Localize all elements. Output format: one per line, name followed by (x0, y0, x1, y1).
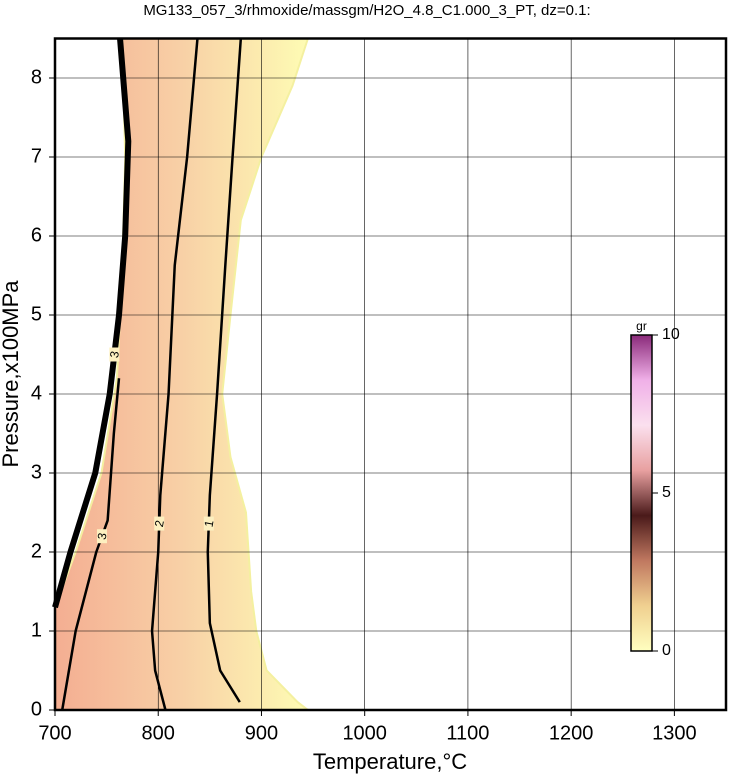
y-tick-label: 5 (31, 303, 42, 325)
y-tick-label: 3 (31, 461, 42, 483)
x-tick-label: 1300 (652, 722, 697, 744)
x-tick-label: 1200 (549, 722, 594, 744)
y-tick-label: 7 (31, 145, 42, 167)
chart-title: MG133_057_3/rhmoxide/massgm/H2O_4.8_C1.0… (143, 2, 590, 19)
filled-region (54, 37, 311, 711)
contour-line (150, 38, 199, 711)
x-tick-label: 700 (38, 722, 71, 744)
y-tick-label: 0 (31, 698, 42, 720)
x-tick-label: 800 (142, 722, 175, 744)
plot-frame (53, 37, 728, 712)
y-axis-label: Pressure,x100MPa (0, 280, 23, 468)
y-tick-label: 6 (31, 224, 42, 246)
x-axis-label: Temperature,°C (313, 749, 467, 774)
colorbar-tick-label: 0 (662, 642, 671, 659)
contour-label-bg (96, 529, 107, 544)
contour-label: 1 (202, 519, 217, 528)
contour-label-bg (154, 516, 165, 531)
colorbar-tick-label: 5 (662, 484, 671, 501)
contour-label-bg (203, 516, 214, 531)
x-tick-label: 1000 (342, 722, 387, 744)
x-tick-label: 900 (245, 722, 278, 744)
colorbar-label: gr (636, 319, 647, 333)
contour-label: 3 (107, 350, 122, 359)
y-tick-label: 4 (31, 382, 42, 404)
contour-label-bg (109, 347, 120, 362)
colorbar-tick-label: 10 (662, 326, 680, 343)
colorbar (630, 334, 653, 652)
y-tick-label: 8 (31, 66, 42, 88)
y-tick-label: 2 (31, 540, 42, 562)
contour-label: 2 (152, 519, 167, 528)
contour-line (206, 38, 243, 703)
y-tick-label: 1 (31, 619, 42, 641)
contour-label: 3 (95, 531, 110, 540)
x-tick-label: 1100 (446, 722, 489, 744)
